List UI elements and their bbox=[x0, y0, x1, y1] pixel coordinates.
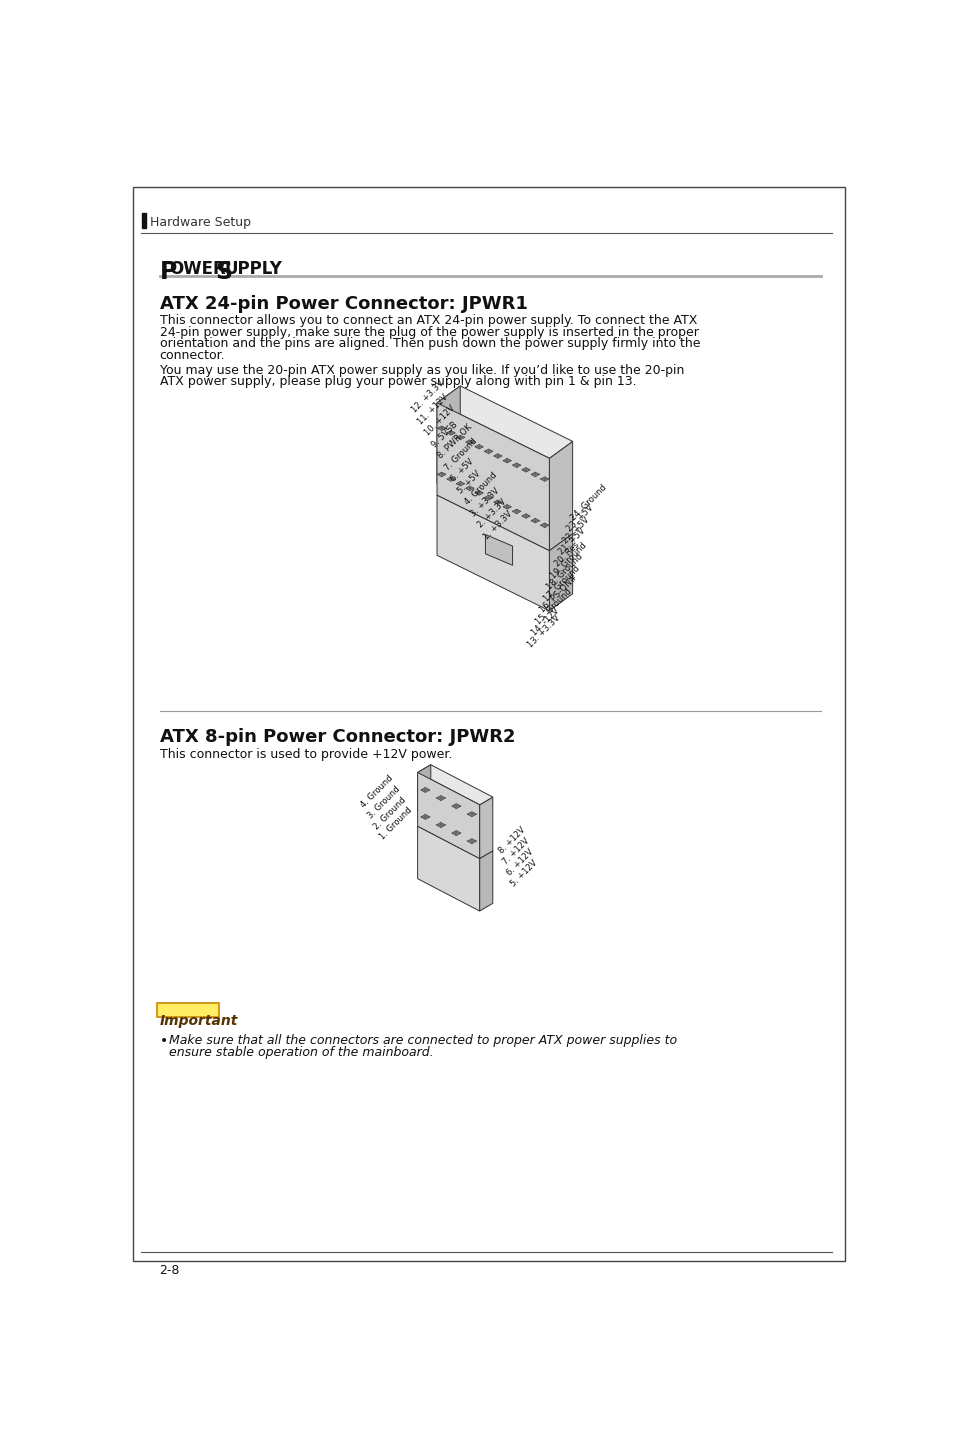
Polygon shape bbox=[485, 534, 512, 566]
Polygon shape bbox=[467, 839, 476, 843]
Polygon shape bbox=[479, 851, 493, 911]
Text: 8. +12V: 8. +12V bbox=[497, 825, 527, 855]
Polygon shape bbox=[521, 467, 530, 473]
Polygon shape bbox=[437, 425, 445, 431]
Text: P: P bbox=[159, 261, 176, 285]
Polygon shape bbox=[436, 385, 459, 484]
FancyBboxPatch shape bbox=[133, 188, 843, 1262]
FancyBboxPatch shape bbox=[157, 1002, 219, 1017]
Text: S: S bbox=[215, 261, 233, 285]
Text: 1. +3.3V: 1. +3.3V bbox=[482, 510, 514, 541]
Text: 5. +12V: 5. +12V bbox=[509, 858, 538, 888]
Text: 12. +3.3V: 12. +3.3V bbox=[410, 378, 445, 414]
Text: 14. -12V: 14. -12V bbox=[530, 607, 560, 637]
Text: •: • bbox=[159, 1034, 168, 1048]
Text: This connector allows you to connect an ATX 24-pin power supply. To connect the : This connector allows you to connect an … bbox=[159, 314, 697, 328]
Polygon shape bbox=[436, 796, 445, 800]
Polygon shape bbox=[549, 534, 572, 610]
Text: 7. Ground: 7. Ground bbox=[442, 437, 478, 473]
Text: ATX 8-pin Power Connector: JPWR2: ATX 8-pin Power Connector: JPWR2 bbox=[159, 727, 515, 746]
Text: 18. Ground: 18. Ground bbox=[545, 551, 584, 591]
Text: 17. Ground: 17. Ground bbox=[541, 563, 580, 603]
Polygon shape bbox=[502, 458, 511, 463]
Text: 23. +5V: 23. +5V bbox=[564, 504, 595, 534]
Polygon shape bbox=[436, 402, 549, 551]
Text: 7. +12V: 7. +12V bbox=[500, 836, 531, 866]
Text: 10. +12V: 10. +12V bbox=[422, 404, 456, 438]
Polygon shape bbox=[531, 473, 539, 477]
Text: 16. PS-ON#: 16. PS-ON# bbox=[537, 573, 578, 614]
Polygon shape bbox=[420, 815, 430, 819]
Text: 6. +5V: 6. +5V bbox=[449, 457, 476, 484]
Text: Make sure that all the connectors are connected to proper ATX power supplies to: Make sure that all the connectors are co… bbox=[169, 1034, 677, 1047]
Polygon shape bbox=[484, 450, 493, 454]
Polygon shape bbox=[475, 444, 483, 450]
Polygon shape bbox=[512, 510, 520, 514]
Polygon shape bbox=[420, 788, 430, 792]
Polygon shape bbox=[549, 441, 572, 551]
Polygon shape bbox=[452, 803, 460, 809]
Text: orientation and the pins are aligned. Then push down the power supply firmly int: orientation and the pins are aligned. Th… bbox=[159, 338, 700, 351]
Text: 4. Ground: 4. Ground bbox=[462, 471, 497, 507]
Polygon shape bbox=[417, 765, 493, 805]
Polygon shape bbox=[446, 431, 455, 435]
Text: 9. 5VSB: 9. 5VSB bbox=[429, 420, 458, 450]
Text: 22. +5V: 22. +5V bbox=[560, 516, 591, 546]
Polygon shape bbox=[436, 385, 572, 458]
Polygon shape bbox=[456, 481, 464, 485]
Text: 19. Ground: 19. Ground bbox=[549, 540, 588, 580]
Text: Important: Important bbox=[159, 1014, 237, 1028]
Text: 15. Ground: 15. Ground bbox=[534, 587, 573, 626]
Polygon shape bbox=[436, 495, 549, 610]
Polygon shape bbox=[417, 772, 479, 859]
Polygon shape bbox=[531, 518, 539, 523]
Polygon shape bbox=[436, 822, 445, 828]
Polygon shape bbox=[512, 463, 520, 467]
Text: ensure stable operation of the mainboard.: ensure stable operation of the mainboard… bbox=[169, 1045, 433, 1058]
Polygon shape bbox=[475, 491, 483, 495]
Polygon shape bbox=[539, 523, 548, 527]
Text: This connector is used to provide +12V power.: This connector is used to provide +12V p… bbox=[159, 748, 452, 760]
Text: 6. +12V: 6. +12V bbox=[505, 846, 535, 878]
Text: 2. +3.3V: 2. +3.3V bbox=[476, 498, 507, 530]
Polygon shape bbox=[479, 798, 493, 859]
Polygon shape bbox=[493, 454, 501, 458]
Text: You may use the 20-pin ATX power supply as you like. If you’d like to use the 20: You may use the 20-pin ATX power supply … bbox=[159, 364, 683, 377]
Text: 2-8: 2-8 bbox=[159, 1263, 180, 1277]
Polygon shape bbox=[493, 500, 501, 504]
Text: 24. Ground: 24. Ground bbox=[568, 483, 608, 523]
Polygon shape bbox=[437, 473, 445, 477]
Text: 3. +3.3V: 3. +3.3V bbox=[469, 485, 501, 518]
Text: 24-pin power supply, make sure the plug of the power supply is inserted in the p: 24-pin power supply, make sure the plug … bbox=[159, 326, 698, 339]
Text: ATX 24-pin Power Connector: JPWR1: ATX 24-pin Power Connector: JPWR1 bbox=[159, 295, 527, 314]
Text: 11. +12V: 11. +12V bbox=[416, 392, 450, 425]
Polygon shape bbox=[446, 477, 455, 481]
Text: 1. Ground: 1. Ground bbox=[377, 806, 414, 842]
Polygon shape bbox=[452, 831, 460, 836]
Polygon shape bbox=[417, 826, 479, 911]
Text: 4. Ground: 4. Ground bbox=[359, 773, 395, 809]
Text: 2. Ground: 2. Ground bbox=[372, 795, 407, 831]
Polygon shape bbox=[484, 495, 493, 500]
Text: 3. Ground: 3. Ground bbox=[365, 785, 401, 821]
Text: OWER: OWER bbox=[169, 261, 225, 278]
Text: Hardware Setup: Hardware Setup bbox=[150, 216, 251, 229]
Bar bbox=[142, 212, 146, 228]
Polygon shape bbox=[417, 765, 431, 811]
Text: 13. +3.3V: 13. +3.3V bbox=[525, 613, 561, 649]
Polygon shape bbox=[521, 514, 530, 518]
Polygon shape bbox=[465, 440, 474, 444]
Polygon shape bbox=[467, 812, 476, 816]
Polygon shape bbox=[502, 504, 511, 510]
Text: 21. +5V: 21. +5V bbox=[557, 527, 587, 557]
Text: ATX power supply, please plug your power supply along with pin 1 & pin 13.: ATX power supply, please plug your power… bbox=[159, 375, 636, 388]
Polygon shape bbox=[456, 435, 464, 440]
Polygon shape bbox=[539, 477, 548, 481]
Polygon shape bbox=[465, 485, 474, 491]
Text: 8. PWR OK: 8. PWR OK bbox=[436, 422, 474, 461]
Text: connector.: connector. bbox=[159, 349, 225, 362]
Text: UPPLY: UPPLY bbox=[224, 261, 282, 278]
Text: 5. +5V: 5. +5V bbox=[456, 468, 482, 495]
Text: 20. Res: 20. Res bbox=[553, 540, 580, 569]
